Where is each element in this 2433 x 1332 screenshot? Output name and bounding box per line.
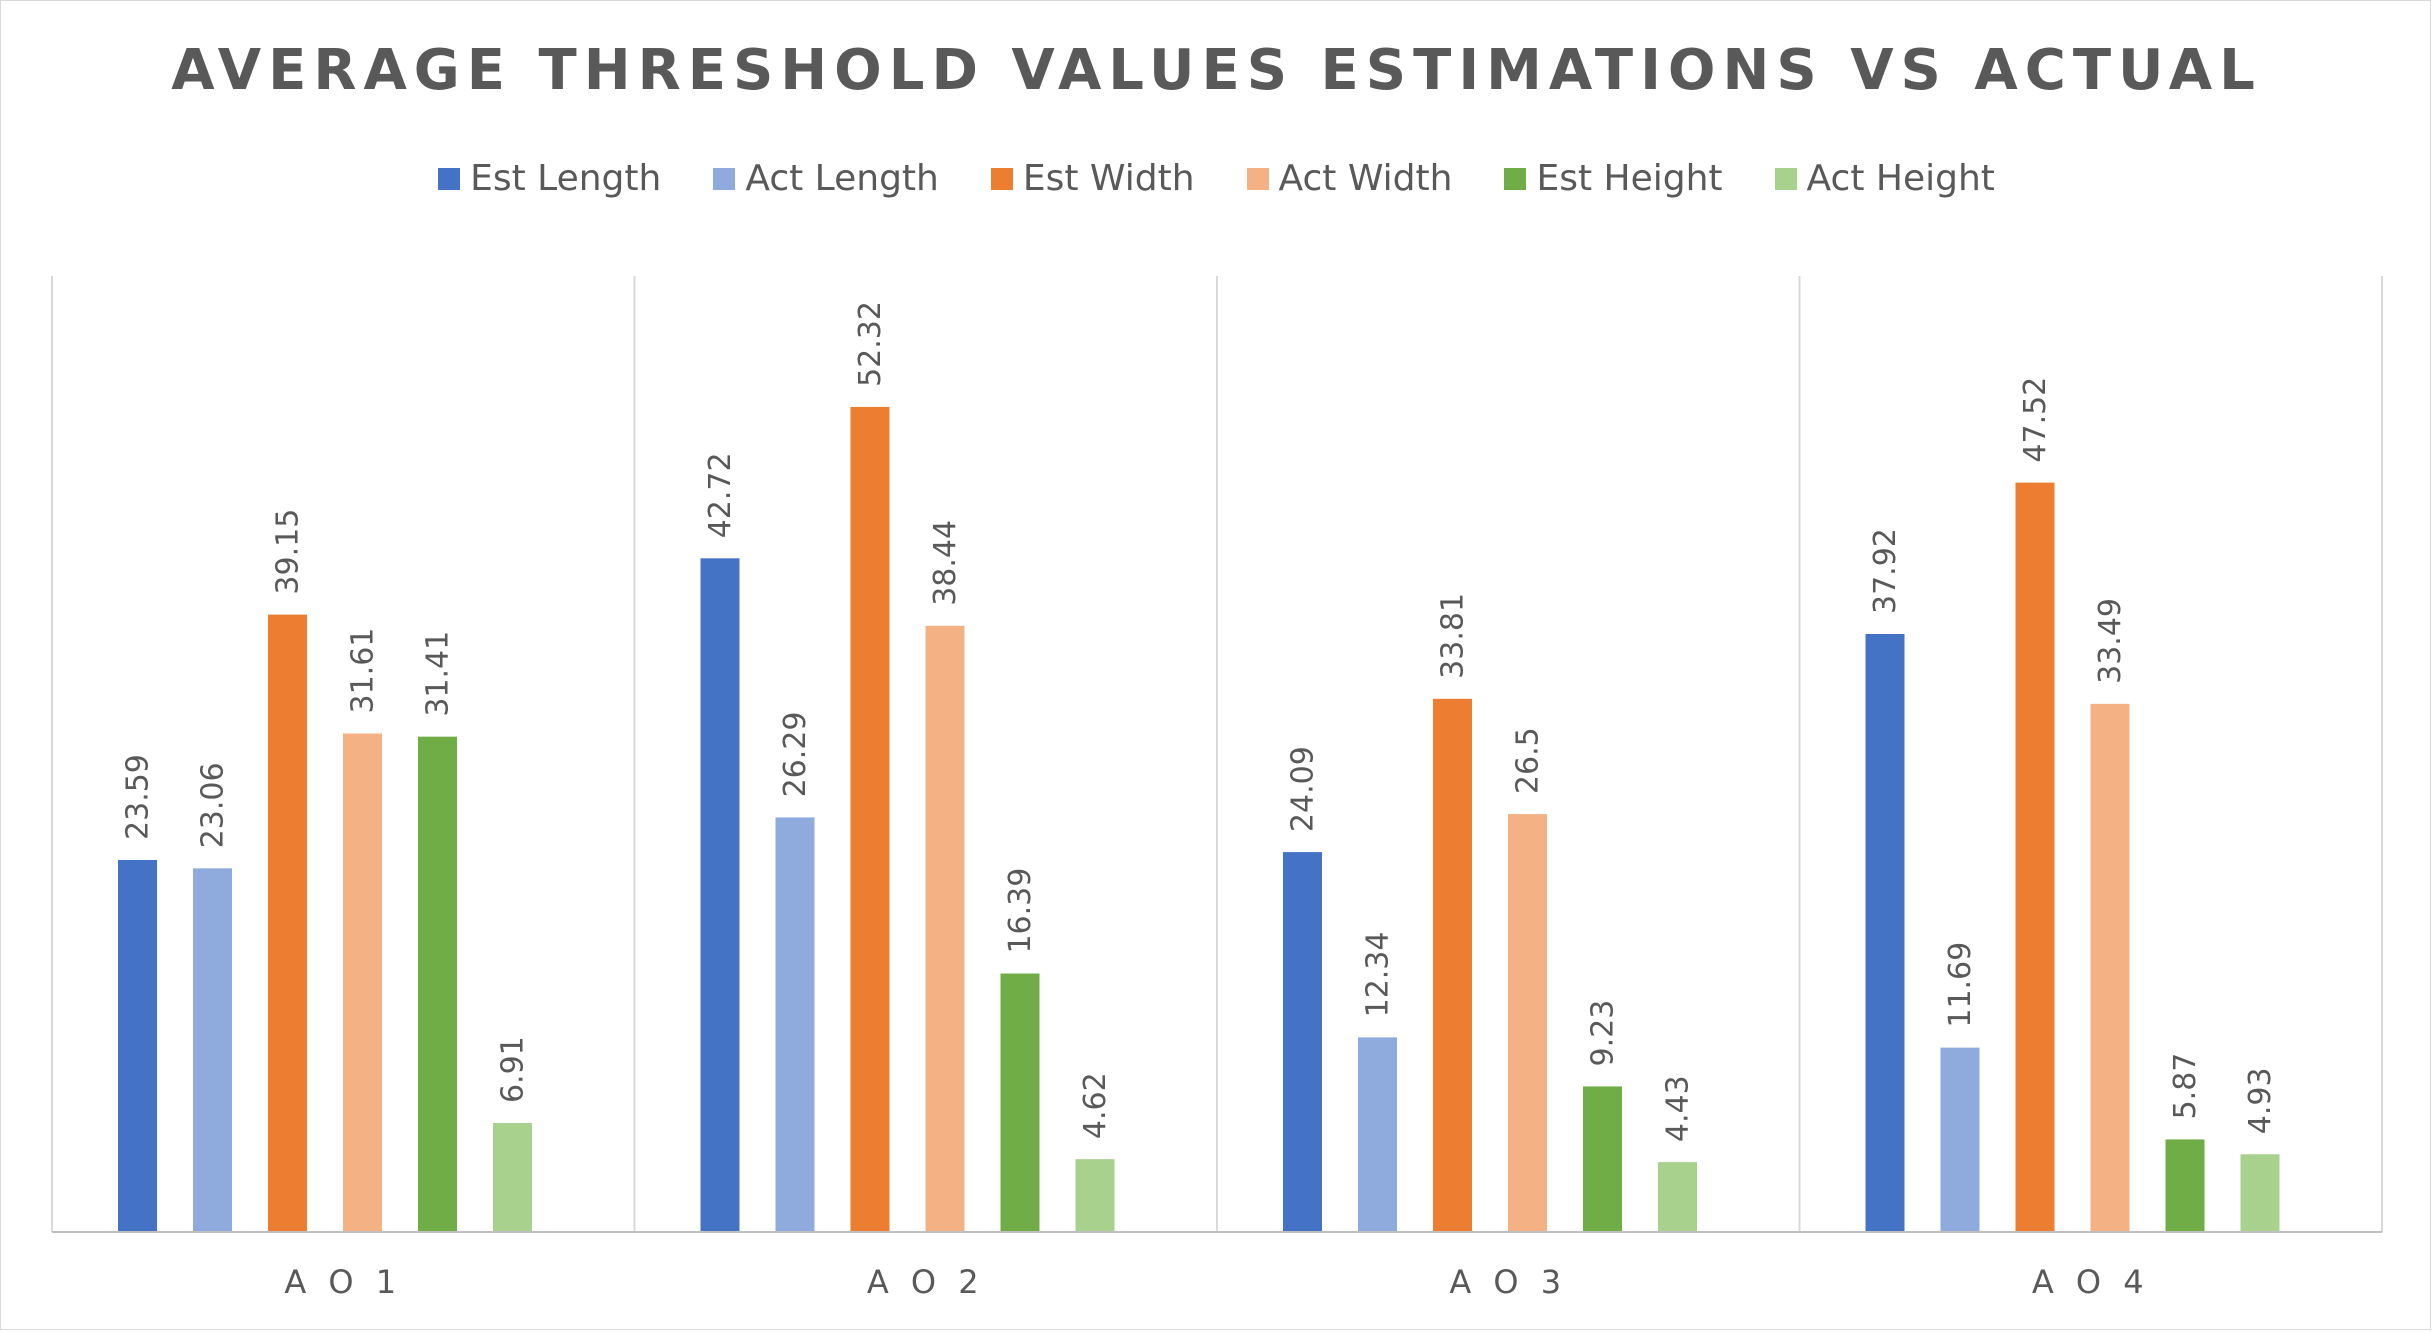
legend-item-4: Est Height	[1504, 158, 1723, 199]
data-label: 4.43	[1661, 1075, 1696, 1142]
legend-item-2: Est Width	[990, 158, 1195, 199]
bar-AO2-est-width	[850, 406, 890, 1233]
category-label: A O 1	[284, 1263, 402, 1301]
bar-AO4-est-length	[1865, 634, 1905, 1232]
data-label: 24.09	[1286, 746, 1321, 832]
category-label: A O 4	[2032, 1263, 2150, 1301]
bar-AO2-est-height	[1000, 973, 1040, 1232]
bar-AO2-est-length	[700, 558, 740, 1232]
legend-swatch	[1246, 167, 1269, 190]
bar-AO1-est-height	[418, 736, 457, 1232]
legend-label: Act Height	[1806, 158, 1995, 199]
bar-AO3-act-height	[1658, 1162, 1697, 1232]
legend-label: Est Height	[1536, 158, 1723, 199]
bar-AO4-act-length	[1940, 1047, 1980, 1232]
legend-item-3: Act Width	[1246, 158, 1453, 199]
bar-AO1-act-height	[493, 1123, 532, 1232]
data-label: 31.41	[421, 631, 456, 717]
bar-AO1-est-length	[118, 859, 157, 1232]
bar-AO4-est-height	[2165, 1139, 2205, 1232]
category-label: A O 3	[1449, 1263, 1567, 1301]
data-label: 26.5	[1511, 727, 1546, 794]
data-label: 39.15	[271, 509, 306, 595]
bar-AO4-act-height	[2240, 1154, 2280, 1232]
data-label: 33.81	[1436, 593, 1471, 679]
data-label: 6.91	[496, 1036, 531, 1103]
legend-swatch	[713, 167, 736, 190]
bar-AO3-act-length	[1358, 1037, 1397, 1232]
legend-item-1: Act Length	[713, 158, 939, 199]
data-label: 37.92	[1868, 528, 1903, 614]
data-label: 4.93	[2243, 1067, 2278, 1134]
bar-AO1-act-length	[193, 868, 232, 1232]
data-label: 52.32	[853, 301, 888, 387]
bar-AO3-est-length	[1283, 852, 1322, 1232]
legend-swatch	[1774, 167, 1797, 190]
legend-label: Est Width	[1022, 158, 1195, 199]
legend-swatch	[1504, 167, 1527, 190]
legend-swatch	[438, 167, 461, 190]
bar-AO2-act-height	[1075, 1159, 1115, 1232]
data-label: 33.49	[2093, 598, 2128, 684]
bar-AO1-est-width	[268, 614, 307, 1232]
legend-swatch	[990, 167, 1013, 190]
bar-AO2-act-width	[925, 625, 965, 1232]
data-label: 47.52	[2018, 377, 2053, 463]
legend-label: Act Width	[1278, 158, 1453, 199]
data-label: 26.29	[778, 712, 813, 798]
data-label: 31.61	[346, 628, 381, 714]
legend-item-5: Act Height	[1774, 158, 1995, 199]
bar-AO4-est-width	[2015, 482, 2055, 1232]
data-label: 4.62	[1078, 1072, 1113, 1139]
data-label: 38.44	[928, 520, 963, 606]
bar-AO3-act-width	[1508, 814, 1547, 1232]
bar-AO4-act-width	[2090, 703, 2130, 1232]
bar-AO3-est-height	[1583, 1086, 1622, 1232]
bar-AO2-act-length	[775, 817, 815, 1232]
data-label: 23.59	[121, 754, 156, 840]
data-label: 5.87	[2168, 1053, 2203, 1120]
legend-label: Act Length	[745, 158, 939, 199]
data-label: 11.69	[1943, 942, 1978, 1028]
data-label: 9.23	[1586, 1000, 1621, 1067]
legend: Est Length Act Length Est Width Act Width Es…	[0, 158, 2433, 199]
bar-AO3-est-width	[1433, 698, 1472, 1232]
data-label: 16.39	[1003, 868, 1038, 954]
chart-title: AVERAGE THRESHOLD VALUES ESTIMATIONS VS …	[171, 38, 2262, 103]
bar-AO1-act-width	[343, 733, 382, 1232]
category-label: A O 2	[867, 1263, 985, 1301]
legend-label: Est Length	[470, 158, 662, 199]
data-label: 42.72	[703, 452, 738, 538]
data-label: 23.06	[196, 762, 231, 848]
legend-item-0: Est Length	[438, 158, 661, 199]
data-label: 12.34	[1361, 932, 1396, 1018]
